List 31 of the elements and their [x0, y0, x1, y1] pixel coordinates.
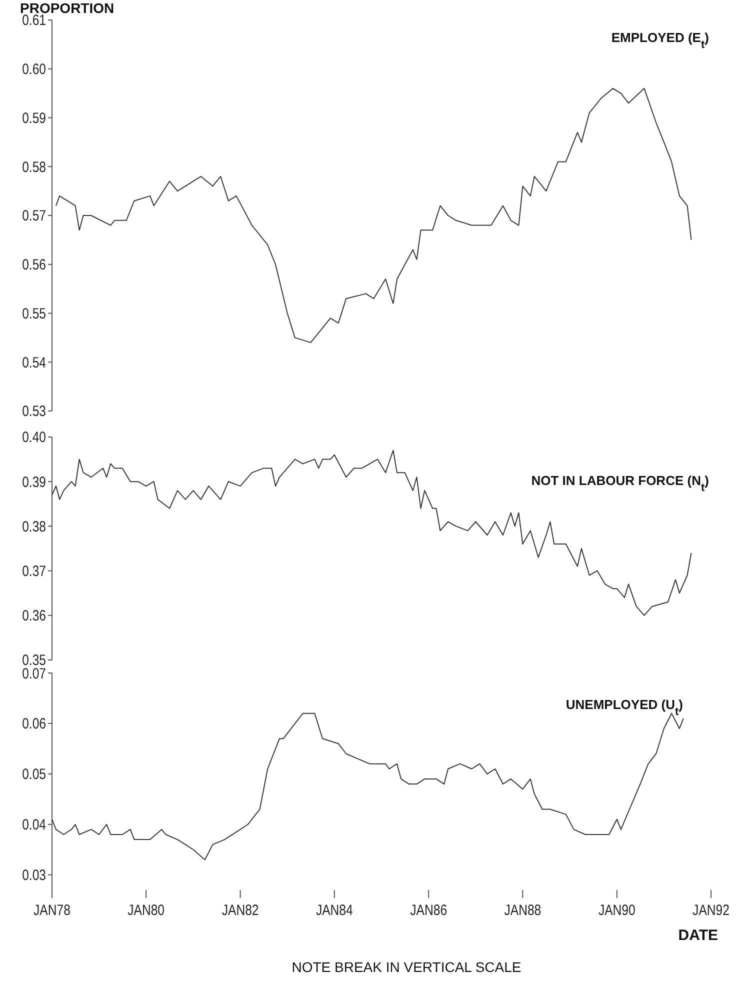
text: NOTE BREAK IN VERTICAL SCALE: [292, 959, 522, 975]
y-tick-label: 0.37: [22, 562, 46, 580]
text: EMPLOYED (E$_{t}$): [611, 30, 709, 51]
x-tick-label: JAN86: [410, 902, 448, 918]
series-label: UNEMPLOYED (U$_{t}$): [566, 697, 683, 718]
y-tick-label: 0.57: [22, 208, 46, 224]
y-tick-label: 0.54: [22, 354, 46, 371]
y-tick-label: 0.59: [22, 110, 46, 126]
x-tick-label: JAN88: [504, 902, 542, 918]
x-tick-label: JAN80: [128, 902, 165, 918]
y-tick-label: 0.55: [22, 305, 46, 322]
y-tick-label: 0.04: [22, 816, 46, 833]
x-tick-label: JAN82: [222, 902, 259, 918]
y-tick-label: 0.05: [22, 766, 46, 782]
y-tick-label: 0.58: [22, 158, 46, 176]
series-label: NOT IN LABOUR FORCE (N$_{t}$): [531, 473, 709, 494]
y-tick-label: 0.40: [22, 429, 46, 446]
y-tick-label: 0.38: [22, 518, 46, 535]
y-tick-label: 0.39: [22, 474, 46, 490]
x-axis-title: DATE: [678, 927, 718, 944]
y-tick-label: 0.60: [22, 61, 46, 78]
y-tick-label: 0.53: [22, 403, 46, 420]
y-tick-label: 0.03: [22, 866, 46, 884]
x-tick-label: JAN84: [316, 902, 354, 918]
y-tick-label: 0.36: [22, 608, 46, 624]
y-tick-label: 0.06: [22, 716, 46, 732]
x-tick-label: JAN92: [692, 902, 730, 918]
line-series: [55, 88, 692, 344]
x-tick-label: JAN90: [598, 902, 636, 918]
x-tick-label: JAN78: [34, 902, 71, 918]
y-tick-label: 0.56: [22, 256, 46, 273]
